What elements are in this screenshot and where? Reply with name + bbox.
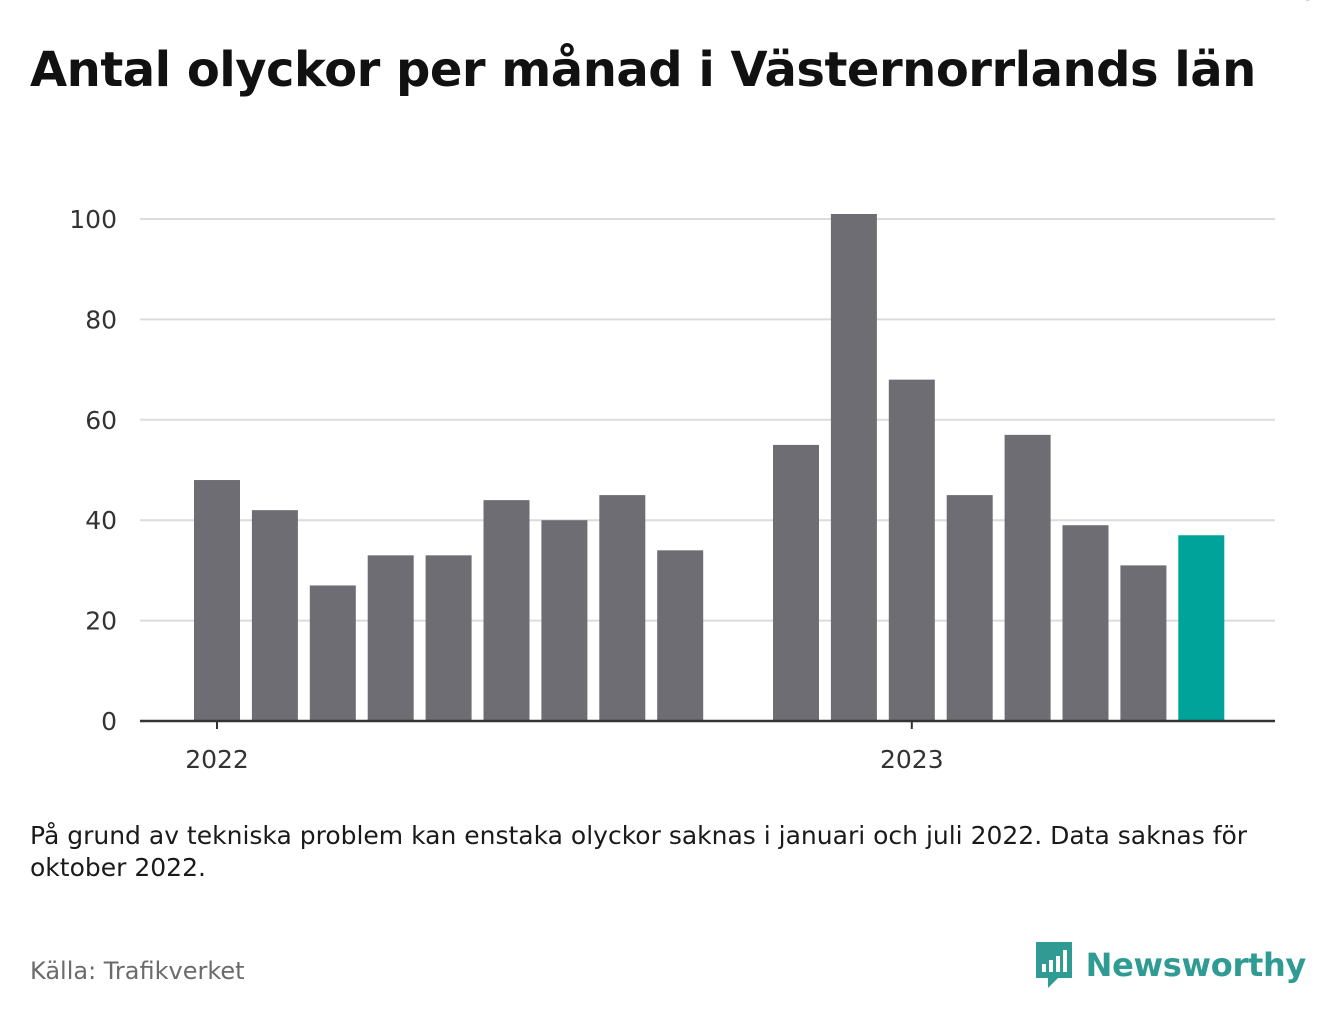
x-tick-label: 2022 bbox=[185, 745, 249, 774]
y-tick-label: 0 bbox=[101, 707, 117, 736]
bar-2022-05 bbox=[425, 555, 472, 721]
bar-2022-06 bbox=[483, 500, 530, 721]
x-tick-label: 2023 bbox=[880, 745, 944, 774]
newsworthy-logo-icon bbox=[1035, 942, 1072, 988]
bar-2023-03 bbox=[1004, 434, 1051, 721]
bar-2022-08 bbox=[599, 495, 646, 721]
bar-2022-02 bbox=[251, 510, 298, 721]
bar-2022-01 bbox=[194, 480, 240, 721]
y-tick-label: 40 bbox=[85, 506, 117, 535]
bar-2022-07 bbox=[541, 520, 588, 721]
source-label: Källa: Trafikverket bbox=[30, 957, 245, 985]
bar-chart: 0 20 40 60 80 100 37 2022 2023 bbox=[69, 0, 1334, 774]
newsworthy-logo[interactable]: Newsworthy bbox=[1034, 940, 1306, 990]
bar-2022-04 bbox=[367, 555, 414, 721]
y-tick-label: 60 bbox=[85, 406, 117, 435]
data-label: 37 bbox=[1301, 0, 1334, 7]
newsworthy-logo-text: Newsworthy bbox=[1085, 946, 1307, 984]
bar-2022-12 bbox=[830, 213, 877, 722]
bar-2022-09 bbox=[657, 550, 704, 721]
bar-2023-01 bbox=[888, 379, 935, 721]
bar-2023-05 bbox=[1120, 565, 1167, 721]
bar-2022-11 bbox=[773, 444, 819, 721]
bar-2023-04 bbox=[1062, 525, 1109, 721]
chart-title: Antal olyckor per månad i Västernorrland… bbox=[30, 42, 1256, 98]
bar-2022-03 bbox=[309, 585, 356, 721]
bar-2023-02 bbox=[946, 495, 993, 721]
chart-note: På grund av tekniska problem kan enstaka… bbox=[30, 821, 1248, 882]
y-tick-label: 100 bbox=[69, 205, 117, 234]
y-tick-label: 20 bbox=[85, 607, 117, 636]
bar-2023-06 bbox=[1178, 535, 1225, 721]
y-tick-label: 80 bbox=[85, 305, 117, 334]
